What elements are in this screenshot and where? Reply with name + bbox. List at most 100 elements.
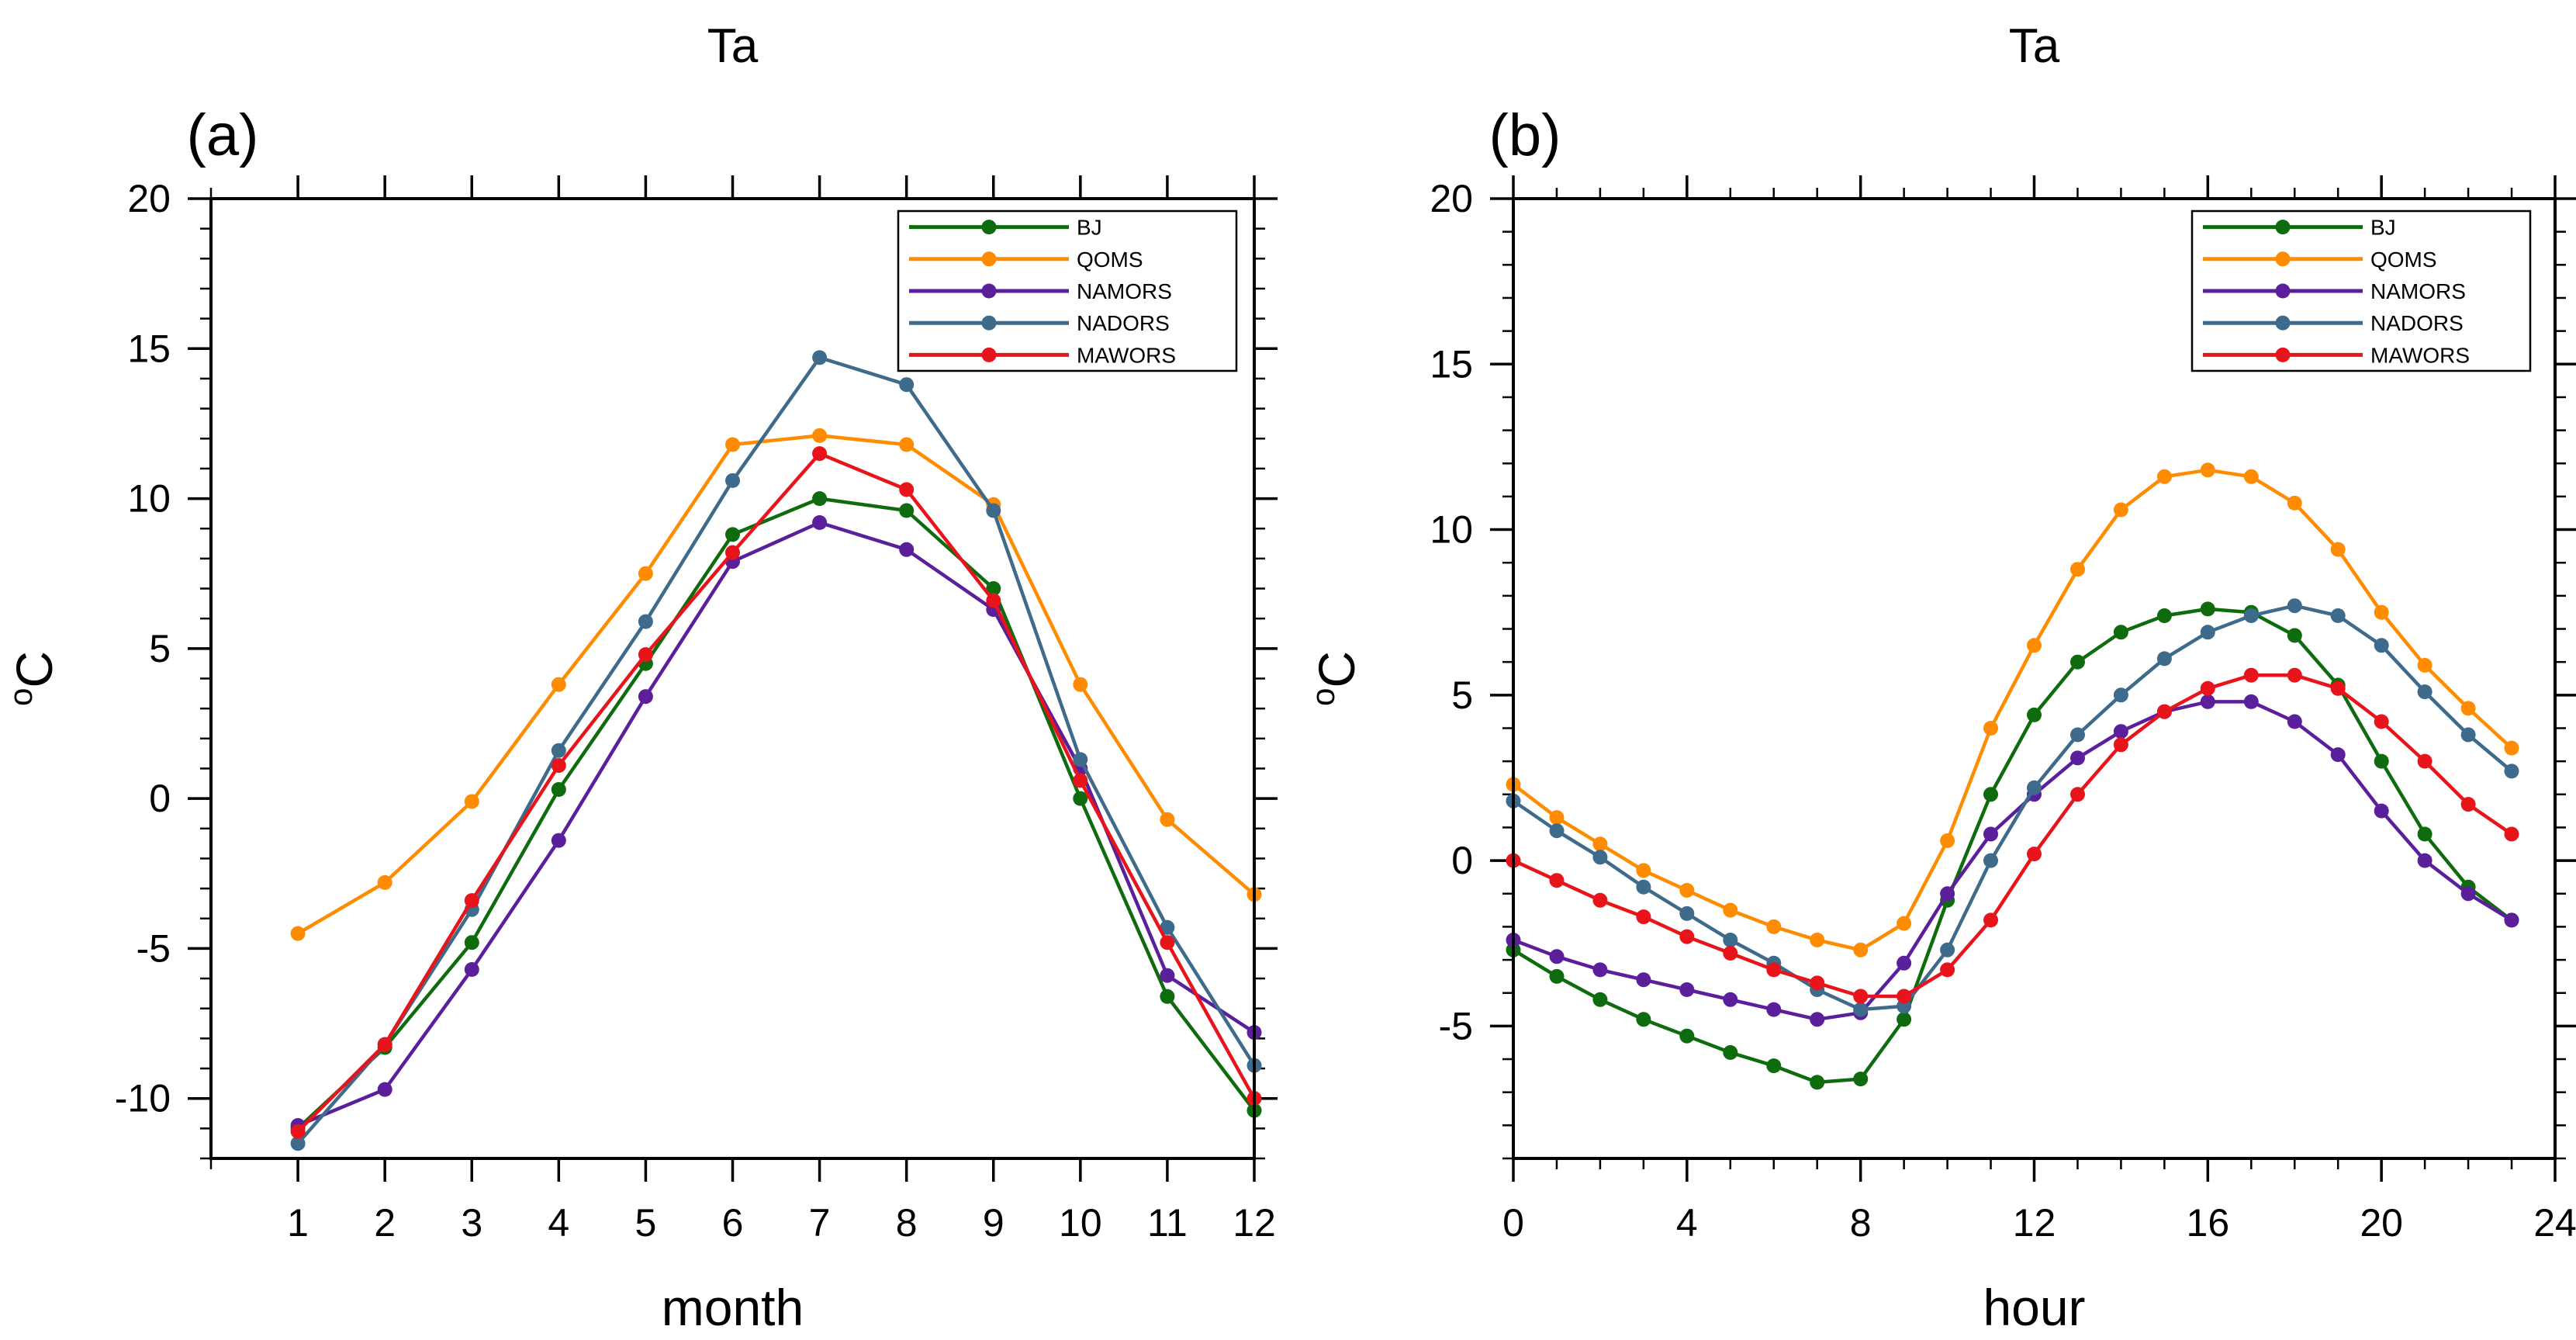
a-data-point-nadors (725, 473, 740, 488)
b-data-point-nadors (1983, 853, 1998, 868)
a-data-point-nadors (290, 1136, 306, 1151)
b-data-point-namors (2330, 747, 2346, 763)
b-data-point-namors (1897, 955, 1912, 971)
b-legend-label-nadors: NADORS (2370, 311, 2464, 335)
a-data-point-nadors (899, 377, 915, 393)
b-data-point-bj (2200, 601, 2215, 617)
b-plot-frame (1512, 197, 2557, 1160)
b-data-point-nadors (2330, 608, 2346, 623)
b-data-point-mawors (1983, 912, 1998, 928)
a-data-point-namors (1160, 968, 1175, 983)
a-x-tick-label: 3 (461, 1201, 482, 1245)
b-data-point-qoms (2200, 462, 2215, 478)
a-data-point-namors (464, 962, 479, 977)
b-data-point-nadors (2027, 780, 2042, 795)
b-data-point-namors (1549, 949, 1565, 964)
a-data-point-nadors (551, 743, 566, 758)
a-data-point-bj (986, 581, 1001, 596)
b-data-point-namors (2113, 724, 2128, 739)
b-data-point-namors (1679, 982, 1695, 997)
a-series-line-qoms (296, 434, 1256, 936)
b-data-point-qoms (2374, 604, 2389, 620)
b-data-point-mawors (1636, 909, 1651, 925)
b-series-line-nadors (1512, 604, 2513, 1012)
b-data-point-bj (1636, 1012, 1651, 1027)
b-panel-label: (b) (1489, 102, 1561, 168)
b-y-axis-label: oC (1305, 651, 1365, 706)
b-data-point-bj (1679, 1028, 1695, 1044)
b-data-point-mawors (1853, 989, 1869, 1004)
b-data-point-mawors (1810, 975, 1825, 991)
a-data-point-nadors (638, 614, 653, 629)
b-data-point-mawors (2417, 753, 2433, 769)
b-data-point-qoms (1636, 863, 1651, 878)
a-y-axis-label-text: C (5, 651, 63, 688)
b-data-point-nadors (2200, 625, 2215, 640)
b-data-point-nadors (1549, 823, 1565, 839)
a-data-point-mawors (551, 758, 566, 774)
b-data-point-bj (2374, 753, 2389, 769)
b-data-point-nadors (2287, 598, 2302, 614)
b-data-point-bj (2070, 654, 2085, 670)
a-series-line-namors (297, 521, 1256, 1127)
a-data-point-qoms (1160, 812, 1175, 827)
a-y-tick-label: 15 (127, 327, 171, 370)
b-data-point-namors (1636, 972, 1651, 988)
a-data-point-mawors (377, 1037, 392, 1052)
b-data-point-namors (2243, 694, 2259, 709)
b-data-point-namors (2417, 853, 2433, 868)
a-data-point-nadors (1160, 919, 1175, 935)
a-legend-marker-mawors (981, 347, 997, 362)
b-x-tick-label: 12 (2013, 1201, 2056, 1245)
a-data-point-bj (725, 527, 740, 542)
a-data-point-qoms (812, 428, 828, 443)
b-legend-label-qoms: QOMS (2370, 248, 2437, 272)
a-panel-label: (a) (187, 102, 259, 168)
b-data-point-nadors (1853, 1002, 1869, 1017)
a-plot-frame (209, 197, 1256, 1160)
b-data-point-namors (1940, 886, 1955, 902)
b-data-point-nadors (1723, 933, 1738, 947)
a-series-line-bj (296, 497, 1256, 1130)
b-data-point-qoms (1853, 942, 1869, 957)
b-data-point-mawors (1940, 962, 1955, 978)
b-data-point-qoms (1940, 833, 1955, 848)
b-data-point-mawors (1723, 946, 1738, 961)
b-data-point-namors (2070, 750, 2085, 766)
a-data-point-bj (899, 503, 915, 518)
b-data-point-nadors (1940, 942, 1955, 957)
a-chart-title: Ta (707, 19, 759, 73)
a-x-tick-label: 8 (896, 1201, 918, 1245)
a-data-point-qoms (638, 566, 653, 581)
a-y-axis-label-superscript: o (2, 688, 39, 706)
b-x-tick-label: 16 (2187, 1201, 2230, 1245)
b-data-point-namors (2460, 886, 2476, 902)
b-chart-title: Ta (2009, 19, 2060, 73)
a-legend-label-mawors: MAWORS (1077, 343, 1176, 367)
b-legend-marker-mawors (2275, 347, 2291, 362)
b-data-point-mawors (2113, 737, 2128, 753)
a-data-point-mawors (1160, 935, 1175, 950)
a-x-tick-label: 11 (1147, 1201, 1188, 1245)
b-data-point-qoms (1723, 902, 1738, 918)
b-data-point-bj (1592, 992, 1608, 1007)
a-y-tick-label: -10 (115, 1077, 171, 1120)
a-data-point-mawors (290, 1124, 306, 1139)
a-legend-marker-qoms (981, 251, 997, 267)
b-data-point-bj (2287, 628, 2302, 643)
a-x-tick-label: 7 (809, 1201, 831, 1245)
b-data-point-mawors (2027, 847, 2042, 862)
b-x-tick-label: 8 (1850, 1201, 1872, 1245)
b-data-point-qoms (1983, 721, 1998, 736)
b-legend-label-bj: BJ (2370, 216, 2396, 240)
b-x-axis-label: hour (1983, 1279, 2085, 1336)
b-data-point-namors (2504, 912, 2519, 928)
b-x-tick-label: 24 (2533, 1201, 2576, 1245)
b-data-point-qoms (2243, 469, 2259, 484)
a-data-point-mawors (899, 482, 915, 497)
b-data-point-nadors (2156, 651, 2172, 667)
a-data-point-mawors (1073, 773, 1088, 788)
a-x-tick-label: 2 (374, 1201, 396, 1245)
a-legend-marker-bj (981, 220, 997, 235)
